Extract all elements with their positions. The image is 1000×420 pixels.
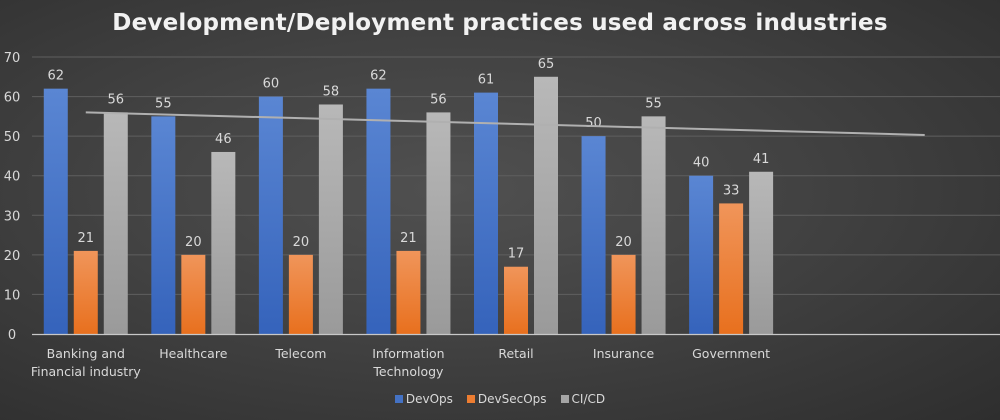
data-label: 17: [508, 247, 525, 262]
bar-devsecops: [396, 250, 421, 334]
data-label: 21: [78, 231, 95, 246]
data-label: 56: [108, 92, 125, 107]
data-label: 55: [645, 96, 662, 111]
x-tick-label: Banking and: [47, 346, 125, 361]
x-tick-label: Technology: [372, 364, 444, 379]
data-label: 21: [400, 231, 417, 246]
data-label: 20: [293, 235, 310, 250]
data-label: 58: [323, 84, 340, 99]
legend: DevOps DevSecOps CI/CD: [0, 392, 1000, 406]
bar-devops: [258, 96, 283, 334]
bar-devops: [151, 116, 176, 334]
data-label: 60: [263, 77, 280, 92]
bar-devsecops: [73, 250, 98, 334]
x-tick-label: Retail: [498, 346, 533, 361]
legend-swatch: [394, 395, 403, 403]
data-label: 20: [185, 235, 202, 250]
x-tick-label: Information: [372, 346, 444, 361]
x-tick-label: Healthcare: [159, 346, 227, 361]
x-tick-label: Government: [692, 346, 770, 361]
bar-devsecops: [288, 254, 313, 334]
legend-swatch: [466, 395, 475, 403]
bar-cicd: [749, 171, 774, 334]
legend-label: DevOps: [405, 392, 453, 406]
data-label: 20: [615, 235, 632, 250]
legend-label: DevSecOps: [477, 392, 547, 406]
y-tick-label: 10: [4, 288, 21, 303]
data-label: 40: [693, 156, 710, 171]
bar-cicd: [534, 76, 558, 335]
data-label: 41: [753, 152, 770, 167]
bar-cicd: [641, 116, 666, 334]
bar-devsecops: [719, 203, 744, 334]
legend-swatch: [560, 395, 569, 403]
y-tick-label: 70: [4, 51, 21, 66]
data-label: 46: [215, 132, 232, 147]
chart-title: Development/Deployment practices used ac…: [112, 10, 888, 36]
y-tick-label: 40: [4, 170, 21, 185]
legend-item: DevOps: [394, 392, 453, 406]
bar-devops: [43, 88, 68, 335]
trendline: [85, 111, 925, 136]
bar-devsecops: [181, 254, 206, 334]
data-label: 61: [478, 73, 495, 88]
data-label: 62: [48, 69, 65, 84]
bar-devops: [366, 88, 391, 335]
data-label: 65: [538, 57, 555, 72]
bar-cicd: [318, 104, 343, 334]
data-label: 62: [370, 69, 387, 84]
bar-devops: [581, 136, 606, 334]
y-tick-label: 20: [4, 249, 21, 264]
bar-cicd: [103, 112, 128, 335]
legend-label: CI/CD: [571, 392, 606, 406]
x-tick-label: Insurance: [593, 346, 655, 361]
bar-cicd: [426, 112, 451, 335]
data-label: 50: [585, 116, 602, 131]
bar-devops: [474, 92, 498, 334]
data-label: 56: [430, 92, 447, 107]
y-tick-label: 0: [8, 328, 16, 343]
y-tick-label: 50: [4, 130, 21, 145]
y-tick-label: 60: [4, 91, 21, 106]
y-tick-label: 30: [4, 209, 21, 224]
legend-item: CI/CD: [560, 392, 606, 406]
data-label: 55: [155, 96, 172, 111]
bar-devsecops: [504, 266, 528, 334]
data-label: 33: [723, 183, 740, 198]
bar-devsecops: [611, 254, 636, 334]
legend-item: DevSecOps: [466, 392, 547, 406]
bar-devops: [689, 175, 714, 334]
bar-cicd: [211, 151, 236, 334]
x-tick-label: Financial industry: [31, 364, 142, 379]
x-tick-label: Telecom: [274, 346, 326, 361]
